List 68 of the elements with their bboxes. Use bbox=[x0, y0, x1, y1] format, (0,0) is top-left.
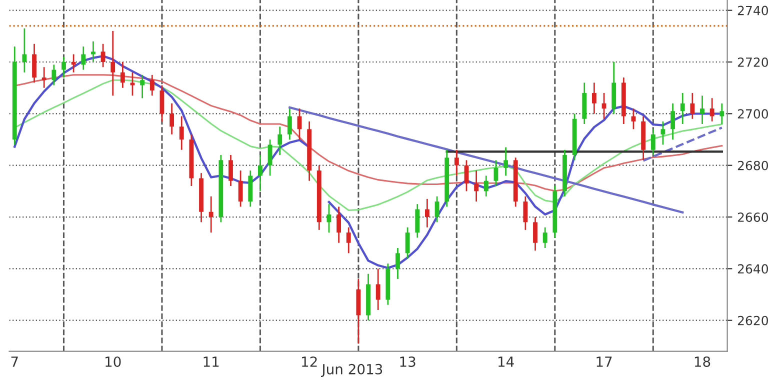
candlestick bbox=[71, 54, 76, 74]
candlestick bbox=[434, 196, 440, 223]
candlestick bbox=[670, 102, 675, 140]
candlestick bbox=[22, 28, 27, 74]
x-tick-label: 17 bbox=[596, 356, 612, 367]
candlestick bbox=[424, 198, 430, 228]
candlestick bbox=[150, 74, 154, 96]
candlestick bbox=[592, 82, 596, 114]
candlestick bbox=[62, 56, 66, 78]
candlestick bbox=[287, 108, 292, 140]
x-tick-label: 7 bbox=[11, 356, 18, 367]
candlestick bbox=[523, 196, 528, 231]
candlestick bbox=[336, 206, 341, 244]
candlestick bbox=[110, 30, 116, 96]
candlestick bbox=[100, 43, 106, 68]
candlestick bbox=[258, 154, 262, 192]
candlestick bbox=[396, 247, 400, 280]
candlestick bbox=[415, 203, 420, 238]
candlestick bbox=[700, 94, 704, 125]
candlestick bbox=[268, 138, 272, 176]
candlestick bbox=[346, 226, 351, 254]
x-tick-label: 11 bbox=[204, 356, 219, 367]
candlestick bbox=[710, 97, 714, 122]
candlestick bbox=[238, 170, 243, 208]
candlestick bbox=[32, 43, 36, 84]
candlestick bbox=[208, 196, 214, 234]
candlestick bbox=[405, 226, 410, 260]
candlestick bbox=[464, 159, 469, 192]
candlestick bbox=[542, 226, 548, 249]
y-tick-label: 2620 bbox=[738, 316, 768, 326]
y-tick-label: 2640 bbox=[738, 264, 768, 274]
candlestick bbox=[278, 126, 282, 156]
candlestick bbox=[90, 40, 96, 63]
candlestick bbox=[160, 84, 164, 122]
y-tick-label: 2740 bbox=[738, 6, 768, 16]
x-tick-label: 12 bbox=[302, 356, 317, 367]
candlestick bbox=[130, 72, 135, 96]
candlestick bbox=[474, 170, 479, 202]
x-tick-label: 14 bbox=[498, 356, 514, 367]
candlestick bbox=[680, 92, 685, 125]
x-tick-label: 10 bbox=[106, 356, 121, 367]
candlestick bbox=[454, 149, 459, 176]
candlestick bbox=[690, 92, 695, 120]
x-tick-label: 18 bbox=[694, 356, 710, 367]
candlestick bbox=[484, 174, 488, 198]
candlestick bbox=[650, 128, 656, 156]
x-tick-label: 13 bbox=[400, 356, 416, 367]
y-tick-label: 2680 bbox=[738, 160, 768, 170]
line-series bbox=[642, 126, 724, 162]
y-tick-label: 2660 bbox=[738, 212, 768, 222]
candlestick bbox=[52, 64, 56, 86]
candlestick bbox=[376, 268, 380, 311]
y-tick-label: 2720 bbox=[738, 57, 768, 67]
candlestick bbox=[120, 61, 125, 89]
candlestick bbox=[533, 216, 538, 252]
y-tick-label: 2700 bbox=[738, 109, 768, 119]
candlestick bbox=[42, 66, 46, 89]
candlestick bbox=[720, 102, 724, 125]
candlestick bbox=[228, 154, 233, 187]
candlestick bbox=[179, 116, 184, 151]
line-series bbox=[288, 106, 684, 214]
x-axis-title: Jun 2013 bbox=[321, 364, 382, 377]
candlestick bbox=[504, 146, 508, 176]
candlestick bbox=[494, 159, 498, 187]
candlestick bbox=[140, 74, 145, 99]
candlestick bbox=[660, 120, 666, 146]
candlestick bbox=[170, 102, 174, 136]
candlestick bbox=[81, 46, 86, 70]
